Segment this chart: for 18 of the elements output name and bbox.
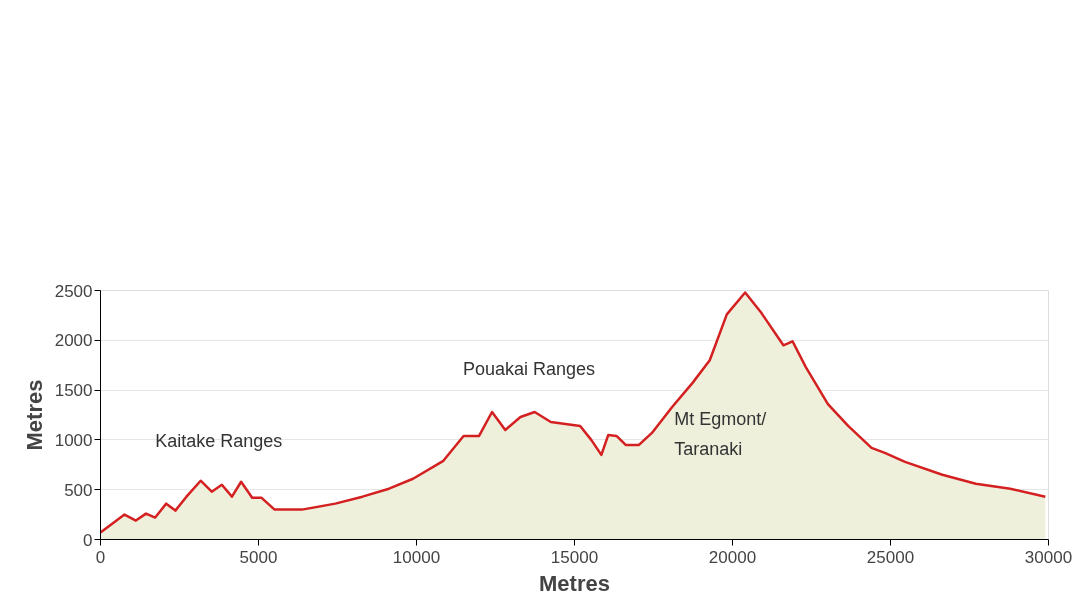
y-tick-label: 1500 [54,381,93,401]
x-tick-label: 20000 [708,547,757,567]
y-tick-label: 2500 [54,281,93,301]
y-axis-title: Metres [21,379,47,451]
x-tick-label: 10000 [392,547,441,567]
x-tick-label: 0 [95,547,106,567]
annotation: Mt Egmont/ Taranaki [674,409,767,460]
x-tick-label: 30000 [1024,547,1073,567]
y-tick-label: 500 [64,480,93,500]
annotation: Pouakai Ranges [462,359,596,380]
annotation: Kaitake Ranges [155,430,283,451]
x-tick-label: 15000 [550,547,599,567]
y-tick-label: 0 [83,530,93,550]
x-tick-label: 5000 [239,547,278,567]
x-tick-label: 25000 [866,547,915,567]
x-axis-title: Metres [539,570,610,596]
y-tick-label: 2000 [54,331,93,351]
y-tick-label: 1000 [54,430,93,450]
